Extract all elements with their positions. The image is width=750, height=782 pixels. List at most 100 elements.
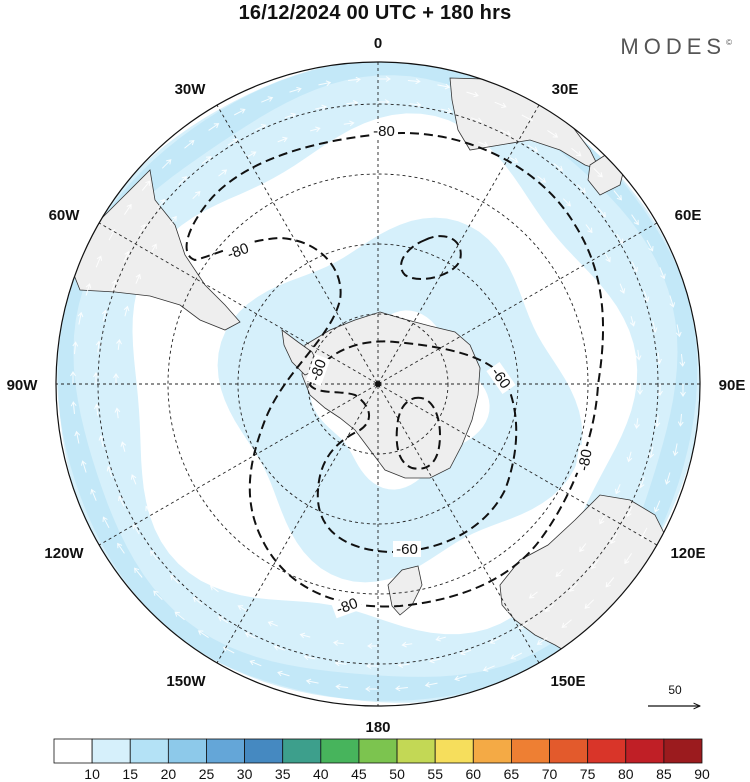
wind-vector: [631, 261, 638, 273]
wind-vector: [318, 80, 332, 87]
colorbar-tick-label: 40: [313, 766, 329, 782]
wind-vector: [634, 418, 640, 430]
colorbar-tick-label: 25: [199, 766, 215, 782]
contour-label: -60: [396, 541, 418, 558]
wind-vector: [118, 495, 125, 507]
wind-vector: [508, 156, 519, 163]
colorbar-swatch: [358, 738, 398, 764]
wind-vector: [334, 660, 347, 667]
wind-vector: [577, 184, 586, 194]
colorbar-swatch: [587, 738, 627, 764]
lon-label-0: 0: [374, 35, 382, 52]
meridian-line: [98, 222, 658, 546]
colorbar-swatch: [472, 738, 512, 764]
colorbar: 10 15 20 25 30 35 40 45 50 55 60 65 70 75 80 85 90: [53, 738, 710, 782]
wind-vector: [615, 484, 621, 495]
colorbar-swatch: [129, 738, 169, 764]
colorbar-tick-label: 90: [694, 766, 710, 782]
wind-vector: [500, 129, 512, 136]
colorbar-swatch: [511, 738, 550, 764]
lon-label-90w: 90W: [7, 377, 39, 394]
wind-vector: [659, 267, 666, 280]
colorbar-tick-label: 75: [580, 766, 596, 782]
colorbar-tick-label: 20: [161, 766, 177, 782]
wind-vector: [246, 151, 257, 158]
wind-vector: [93, 372, 99, 384]
colorbar-tick-label: 65: [504, 766, 520, 782]
meridian-line: [98, 222, 658, 546]
wind-vector: [604, 252, 611, 263]
contour-label: -80: [575, 448, 596, 472]
wind-vector: [499, 610, 510, 617]
wind-vector: [163, 534, 171, 544]
wind-vector: [244, 632, 256, 639]
wind-vector: [77, 311, 84, 325]
contour-label: -80: [225, 240, 251, 263]
wind-flow-vectors: [70, 76, 686, 692]
wind-vector: [677, 413, 684, 427]
wind-vector: [412, 122, 424, 128]
wind-vector: [141, 180, 151, 191]
wind-vector: [591, 559, 599, 570]
wind-vector: [643, 290, 650, 303]
wind-vector: [544, 604, 555, 612]
brand-mark: ©: [726, 38, 732, 47]
wind-vector: [108, 228, 116, 241]
wind-vector: [218, 169, 228, 177]
wind-vector: [626, 506, 633, 518]
wind-vector: [613, 190, 622, 201]
wind-vector: [561, 619, 572, 628]
contour-label: -80: [334, 595, 360, 618]
wind-vector: [217, 616, 229, 624]
colorbar-tick-label: 70: [542, 766, 558, 782]
wind-vector: [94, 403, 100, 416]
wind-vector: [70, 371, 76, 384]
wind-vector: [631, 214, 639, 226]
wind-vector: [367, 643, 378, 649]
wind-vector: [120, 441, 127, 452]
lon-label-150w: 150W: [166, 673, 206, 690]
wind-vector: [553, 163, 564, 171]
wind-vector: [605, 577, 615, 588]
wind-vector: [489, 637, 501, 644]
wind-vector: [619, 283, 626, 294]
wind-vector: [184, 140, 195, 149]
land-tasmania: [529, 667, 553, 693]
wind-vector: [555, 568, 564, 577]
wind-vector: [102, 516, 110, 529]
wind-vector: [289, 86, 302, 93]
colorbar-swatch: [549, 738, 589, 764]
wind-vector: [249, 659, 262, 667]
lon-label-90e: 90E: [719, 377, 746, 394]
wind-vector: [267, 621, 278, 627]
wind-vector: [161, 159, 172, 169]
wind-vector: [299, 632, 311, 639]
geopotential-contours: [185, 132, 605, 608]
wind-vector: [197, 630, 209, 639]
land-new-zealand: [387, 565, 423, 616]
wind-vector: [626, 451, 633, 463]
wind-vector: [537, 175, 547, 183]
wind-vector: [407, 78, 421, 85]
wind-vector: [669, 295, 676, 308]
lon-label-120e: 120E: [670, 545, 705, 562]
wind-vector: [409, 101, 422, 108]
wind-vector: [192, 191, 201, 200]
wind-vector: [169, 215, 177, 225]
wind-vector: [593, 167, 603, 178]
wind-vector: [123, 250, 130, 262]
wind-vector: [332, 640, 344, 646]
wind-vector: [233, 108, 246, 116]
map-boundary: [55, 61, 701, 707]
wind-vector: [261, 96, 274, 103]
latitude-circle: [167, 173, 589, 595]
wind-reference: 50: [648, 683, 700, 706]
lon-label-60e: 60E: [675, 207, 702, 224]
contour-inner-low: [395, 396, 442, 470]
wind-vector: [435, 635, 446, 642]
wind-vector: [174, 611, 185, 621]
wind-vector: [117, 542, 125, 554]
wind-vector: [536, 637, 548, 645]
wind-vector: [401, 641, 413, 648]
